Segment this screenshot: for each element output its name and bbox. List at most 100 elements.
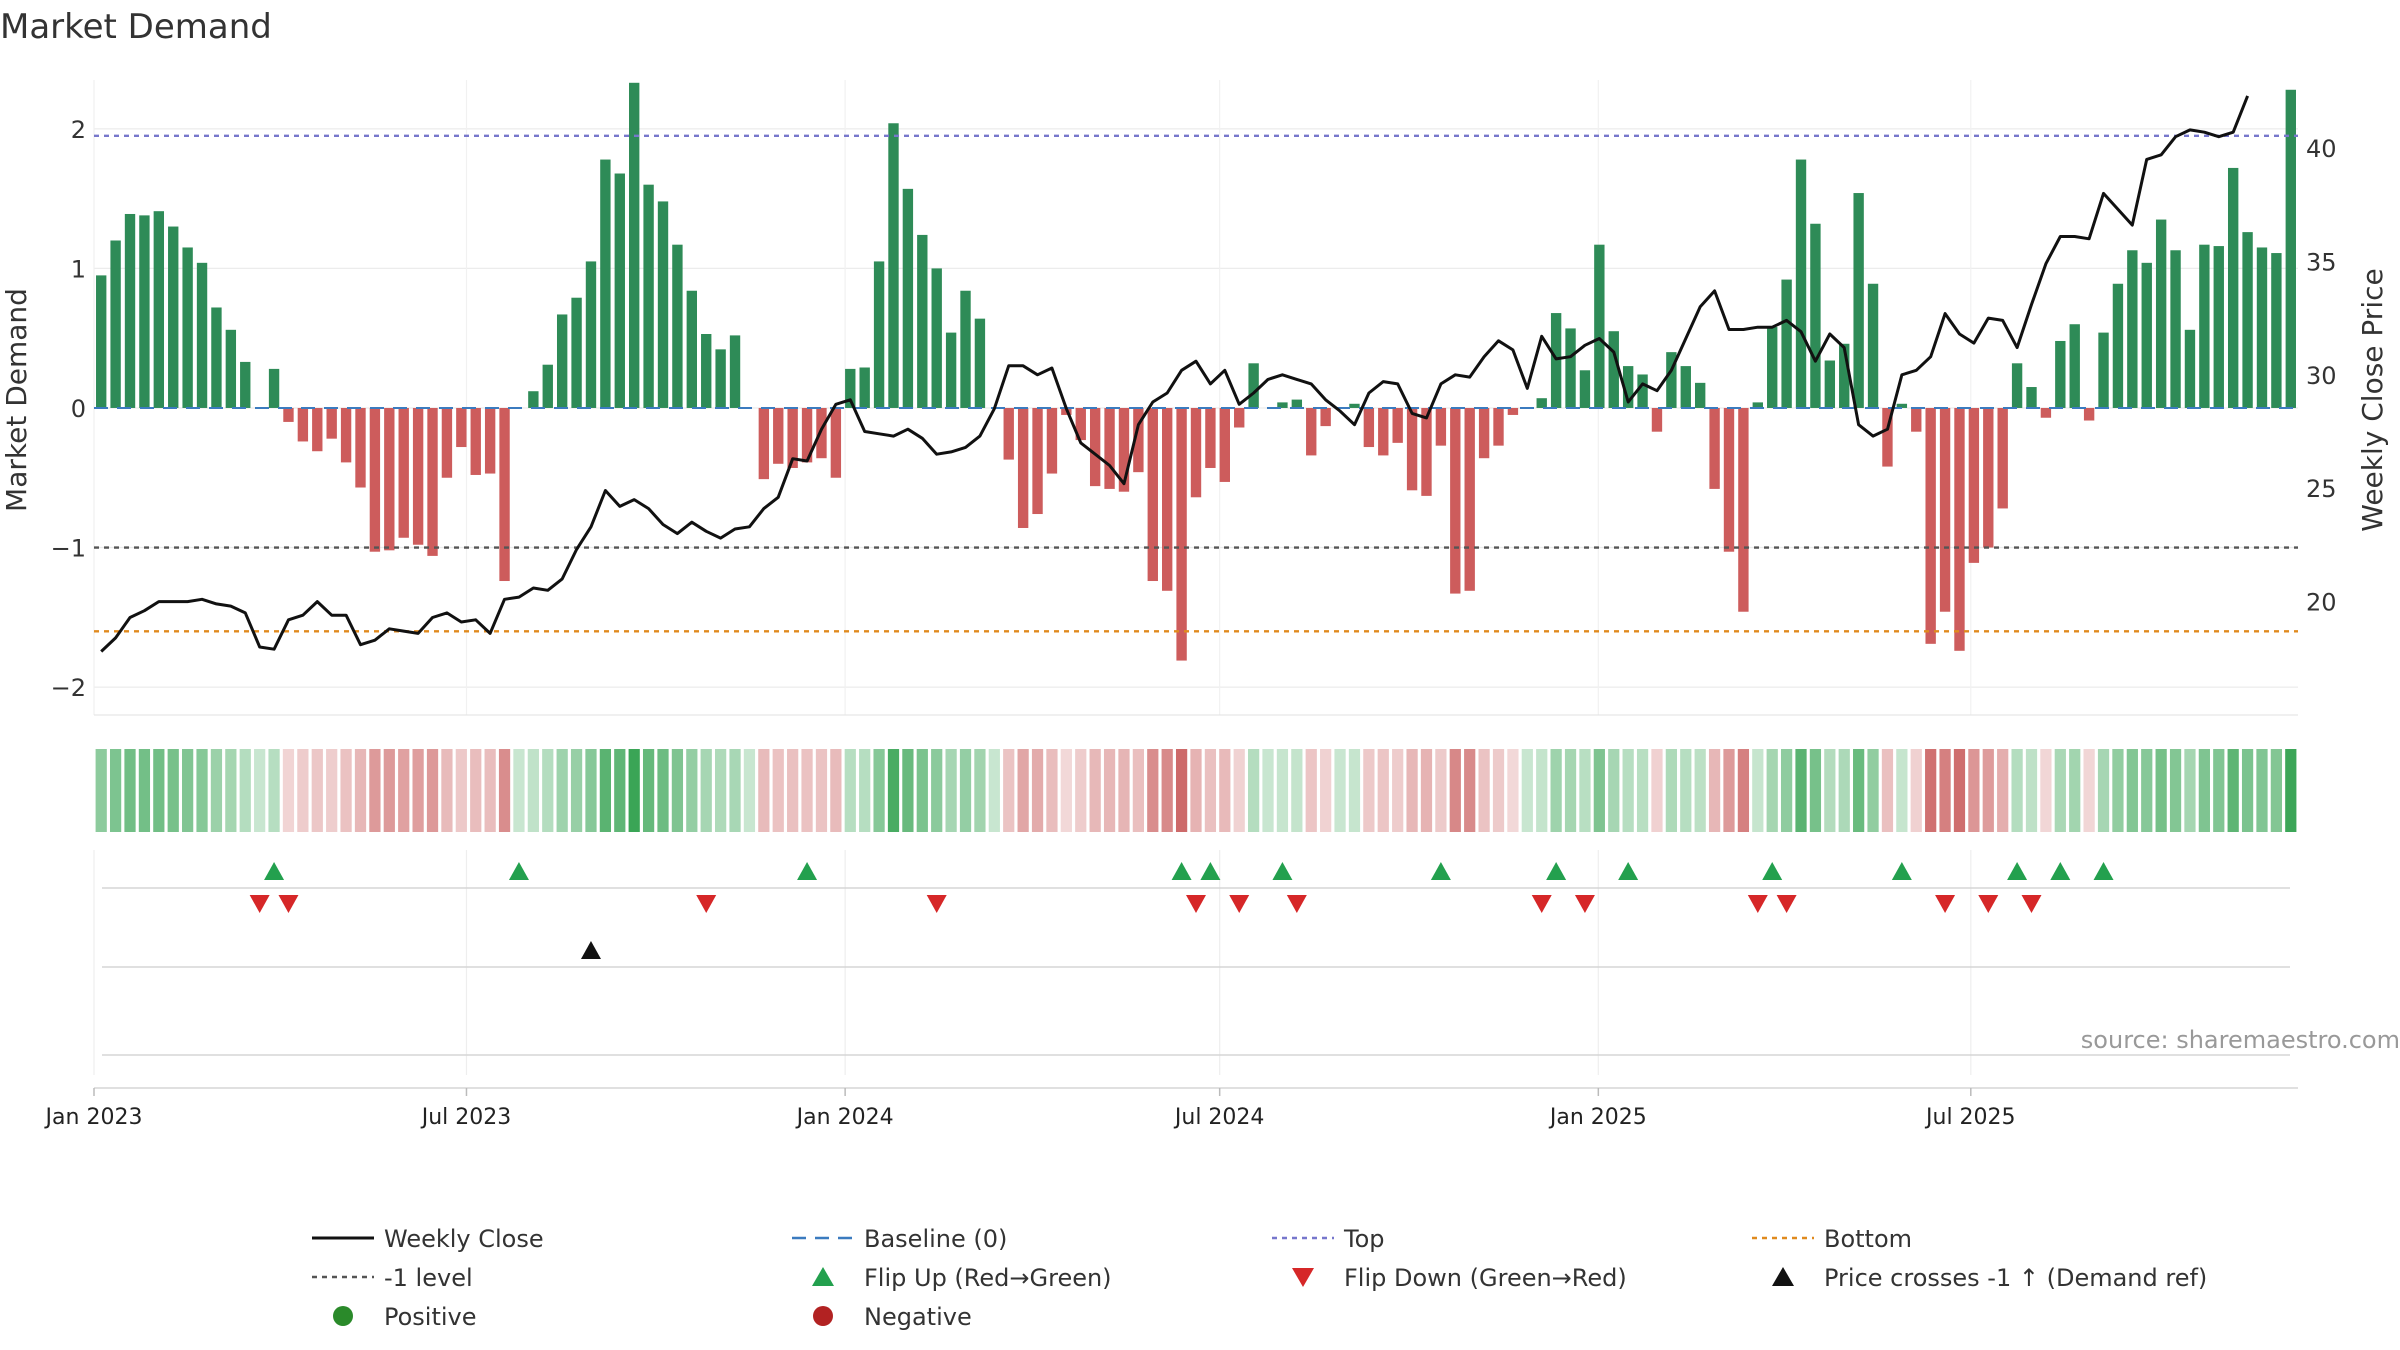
heat-cell xyxy=(801,749,813,832)
flip-up-marker xyxy=(2007,862,2028,880)
demand-bar xyxy=(283,407,294,422)
flip-down-marker xyxy=(1978,895,1999,913)
heat-cell xyxy=(513,749,525,832)
demand-bar xyxy=(1046,407,1058,474)
heat-cell xyxy=(2097,749,2110,832)
heat-cell xyxy=(109,749,122,832)
heat-cell xyxy=(614,749,626,832)
heat-cell xyxy=(1550,749,1562,832)
x-tick-label: Jan 2024 xyxy=(795,1105,894,1130)
flip-up-marker xyxy=(1762,862,1783,880)
heat-cell xyxy=(1305,749,1317,832)
demand-bar xyxy=(1723,407,1735,552)
heat-cell xyxy=(340,749,352,832)
demand-bar xyxy=(2242,232,2253,408)
y-tick-label-right: 30 xyxy=(2306,362,2337,390)
heat-cell xyxy=(1766,749,1778,832)
legend-swatch-circle xyxy=(813,1306,833,1326)
y-tick-label-right: 35 xyxy=(2306,248,2337,276)
demand-bar xyxy=(1464,407,1475,591)
heat-cell xyxy=(1334,749,1346,832)
chart-title: Market Demand xyxy=(0,7,272,47)
heat-cell xyxy=(1997,749,2009,832)
heat-cell xyxy=(1982,749,1994,832)
heat-cell xyxy=(844,749,856,832)
demand-bar xyxy=(427,407,438,556)
demand-bar xyxy=(2256,247,2268,408)
legend-label: Flip Up (Red→Green) xyxy=(864,1264,1112,1292)
heat-cell xyxy=(1953,749,1966,832)
x-axis-ticks: Jan 2023 Jul 2023 Jan 2024 Jul 2024 Jan 2025… xyxy=(44,1088,2016,1130)
heat-cell xyxy=(124,749,136,832)
heat-cell xyxy=(1046,749,1058,832)
flip-down-marker xyxy=(1935,895,1956,913)
heat-cell xyxy=(1939,749,1951,832)
x-tick-label: Jan 2025 xyxy=(1548,1105,1647,1130)
heat-cell xyxy=(815,749,828,832)
heat-cell xyxy=(1118,749,1130,832)
demand-bar xyxy=(441,407,453,478)
demand-bar xyxy=(1752,402,1763,408)
weekly-close-line xyxy=(100,95,2249,653)
heat-cell xyxy=(2040,749,2052,832)
heat-cell xyxy=(2227,749,2239,832)
heat-cell xyxy=(2112,749,2124,832)
heat-cell xyxy=(1521,749,1533,832)
heat-cell xyxy=(1406,749,1418,832)
heat-cell xyxy=(974,749,986,832)
demand-bar xyxy=(398,407,409,538)
demand-bar xyxy=(1032,407,1043,515)
demand-bar xyxy=(1493,407,1504,446)
legend-swatch-triangle-up xyxy=(1772,1267,1794,1286)
demand-bar xyxy=(1219,407,1230,482)
heat-cell xyxy=(1291,749,1303,832)
legend-label: Top xyxy=(1343,1225,1385,1253)
demand-bar xyxy=(96,275,107,408)
demand-bar xyxy=(600,159,611,408)
legend: Weekly Close Baseline (0) Top Bottom -1 leve… xyxy=(312,1225,2207,1331)
heat-cell xyxy=(1348,749,1361,832)
heat-cell xyxy=(556,749,568,832)
heat-cell xyxy=(772,749,784,832)
demand-bar xyxy=(2011,363,2023,408)
heat-cell xyxy=(1190,749,1202,832)
demand-bar xyxy=(2141,262,2152,408)
flip-down-marker xyxy=(1747,895,1768,913)
heat-cell xyxy=(1694,749,1706,832)
demand-bar xyxy=(859,367,870,408)
demand-bar xyxy=(729,335,741,408)
legend-label: Negative xyxy=(864,1303,972,1331)
demand-bar xyxy=(917,234,928,408)
heat-cell xyxy=(686,749,698,832)
legend-swatch-triangle-up xyxy=(812,1267,834,1286)
demand-bar xyxy=(657,201,669,408)
demand-bar xyxy=(153,211,165,408)
legend-swatch-triangle-down xyxy=(1292,1268,1314,1287)
demand-bar xyxy=(1277,402,1288,408)
heat-cell xyxy=(383,749,395,832)
demand-bar xyxy=(1392,407,1403,443)
x-tick-label: Jul 2025 xyxy=(1924,1105,2016,1130)
heat-cell xyxy=(887,749,900,832)
legend-label: Weekly Close xyxy=(384,1225,544,1253)
demand-bar xyxy=(340,407,352,463)
heat-cell xyxy=(2141,749,2153,832)
x-tick-label: Jan 2023 xyxy=(44,1105,143,1130)
heat-cell xyxy=(743,749,756,832)
heat-cell xyxy=(1795,749,1807,832)
legend-label: Baseline (0) xyxy=(864,1225,1007,1253)
demand-bar xyxy=(1507,407,1519,415)
demand-bar xyxy=(1421,407,1432,496)
demand-bar xyxy=(1536,398,1547,408)
demand-bar xyxy=(412,407,424,545)
heat-cell xyxy=(412,749,424,832)
flip-down-marker xyxy=(1186,895,1206,913)
heat-cell xyxy=(268,749,280,832)
demand-bar xyxy=(672,244,683,408)
heat-cell xyxy=(1925,749,1937,832)
heat-cell xyxy=(642,749,655,832)
heat-cell xyxy=(1320,749,1332,832)
flip-up-marker xyxy=(264,862,285,880)
demand-bar xyxy=(1550,313,1562,408)
